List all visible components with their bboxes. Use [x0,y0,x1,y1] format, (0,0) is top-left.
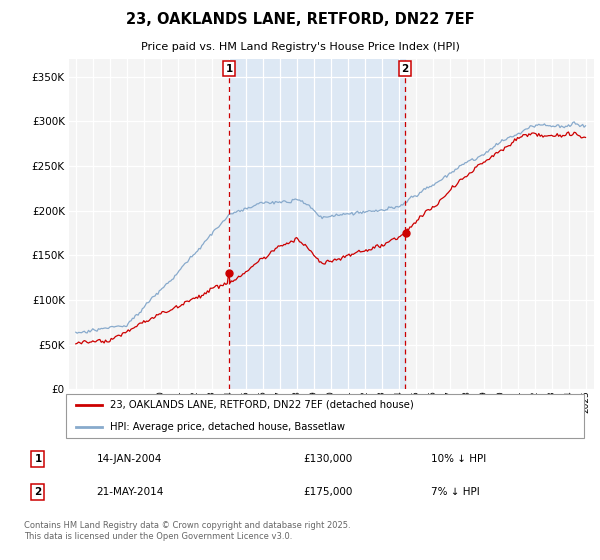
Text: 1: 1 [34,454,41,464]
Text: 2: 2 [34,487,41,497]
Text: 1: 1 [226,64,233,74]
Text: £175,000: £175,000 [303,487,352,497]
Text: 14-JAN-2004: 14-JAN-2004 [97,454,162,464]
Bar [229,59,405,389]
Text: £130,000: £130,000 [303,454,352,464]
Text: Price paid vs. HM Land Registry's House Price Index (HPI): Price paid vs. HM Land Registry's House … [140,43,460,52]
Text: 23, OAKLANDS LANE, RETFORD, DN22 7EF (detached house): 23, OAKLANDS LANE, RETFORD, DN22 7EF (de… [110,400,414,410]
FancyBboxPatch shape [65,394,584,438]
Text: HPI: Average price, detached house, Bassetlaw: HPI: Average price, detached house, Bass… [110,422,345,432]
Text: 10% ↓ HPI: 10% ↓ HPI [431,454,487,464]
Text: 2: 2 [401,64,409,74]
Text: 7% ↓ HPI: 7% ↓ HPI [431,487,480,497]
Text: 21-MAY-2014: 21-MAY-2014 [97,487,164,497]
Text: Contains HM Land Registry data © Crown copyright and database right 2025.
This d: Contains HM Land Registry data © Crown c… [24,521,350,541]
Text: 23, OAKLANDS LANE, RETFORD, DN22 7EF: 23, OAKLANDS LANE, RETFORD, DN22 7EF [125,12,475,27]
